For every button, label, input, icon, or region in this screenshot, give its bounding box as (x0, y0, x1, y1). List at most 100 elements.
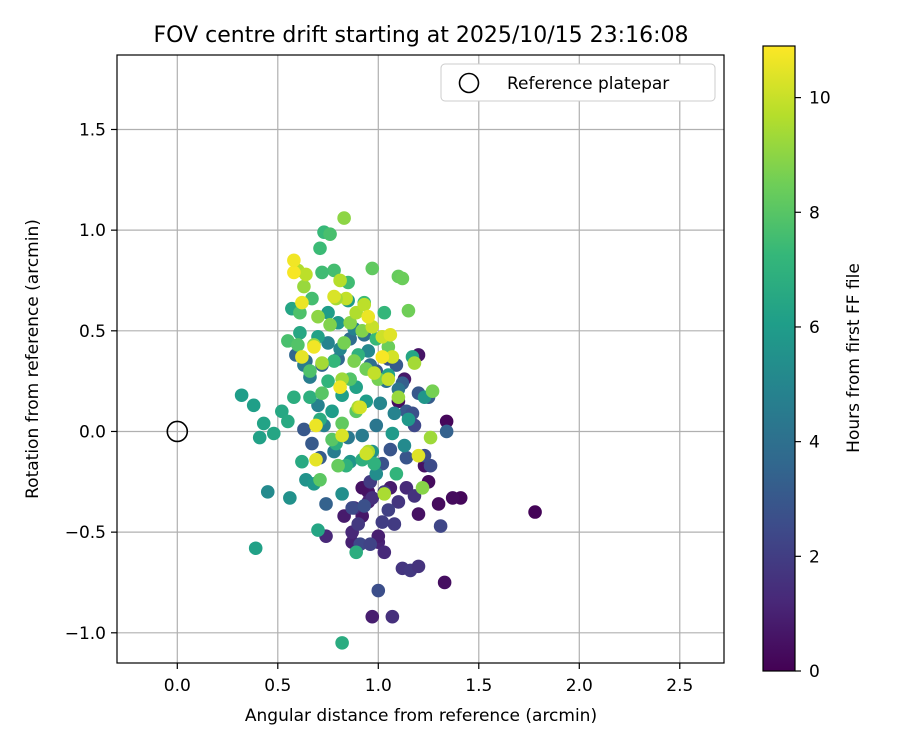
scatter-point (287, 253, 301, 268)
scatter-point (381, 503, 396, 517)
scatter-point (293, 326, 307, 340)
scatter-point (260, 485, 275, 499)
scatter-point (315, 386, 329, 401)
scatter-point (369, 466, 384, 481)
scatter-point (397, 438, 412, 453)
scatter-point (295, 454, 309, 469)
x-tick-label: 0.0 (164, 676, 191, 696)
scatter-point (248, 541, 263, 556)
colorbar-gradient (763, 46, 795, 671)
scatter-point (339, 291, 353, 306)
scatter-point (291, 338, 305, 352)
scatter-point (377, 487, 392, 501)
colorbar-tick-label: 10 (809, 89, 831, 109)
scatter-point (335, 636, 349, 650)
scatter-point (415, 481, 430, 495)
scatter-point (256, 416, 271, 431)
scatter-point (387, 406, 402, 421)
scatter-point (327, 354, 341, 368)
reference-platepar-marker (166, 420, 189, 443)
scatter-point (385, 350, 400, 364)
scatter-point (401, 412, 416, 427)
scatter-point (295, 295, 309, 310)
y-tick-label: 1.5 (79, 120, 106, 140)
legend-box (440, 63, 716, 102)
scatter-point (321, 336, 335, 350)
scatter-point (385, 426, 400, 441)
scatter-point (325, 404, 339, 419)
y-axis-label: Rotation from reference (arcmin) (23, 219, 43, 499)
scatter-point (303, 390, 317, 405)
scatter-point (303, 364, 317, 378)
scatter-point (367, 456, 382, 471)
scatter-point (351, 517, 365, 531)
scatter-point (305, 436, 319, 451)
scatter-point (367, 366, 382, 380)
scatter-point (357, 499, 372, 513)
scatter-point (323, 317, 337, 332)
scatter-point (293, 305, 307, 320)
scatter-point (287, 265, 301, 280)
scatter-point (309, 452, 323, 467)
scatter-point (357, 297, 372, 312)
scatter-point (333, 380, 347, 394)
scatter-point (423, 430, 438, 445)
scatter-point (311, 523, 325, 537)
scatter-point (439, 414, 454, 429)
scatter-point (383, 442, 398, 457)
scatter-point (423, 458, 438, 473)
colorbar-label: Hours from first FF file (844, 263, 864, 453)
y-axis-ticks: −1.0 −0.5 0.0 0.5 1.0 1.5 (65, 120, 117, 644)
scatter-point (349, 545, 363, 560)
scatter-point (335, 428, 349, 443)
scatter-point (297, 279, 311, 294)
chart-title: FOV centre drift starting at 2025/10/15 … (154, 23, 689, 48)
legend-reference-marker (458, 72, 480, 94)
reference-marker (166, 420, 189, 443)
data-points (234, 211, 542, 650)
scatter-point (315, 356, 329, 370)
plot-frame (116, 54, 725, 664)
scatter-point (395, 271, 410, 286)
scatter-point (385, 609, 400, 624)
scatter-point (246, 398, 261, 413)
scatter-point (387, 517, 402, 531)
scatter-point (319, 497, 333, 511)
scatter-point (363, 537, 378, 552)
scatter-point (345, 501, 359, 515)
scatter-point (309, 418, 323, 433)
scatter-point (252, 430, 267, 445)
y-tick-label: −1.0 (65, 624, 106, 644)
scatter-point (377, 305, 392, 320)
scatter-point (343, 315, 357, 330)
scatter-point (347, 354, 361, 368)
scatter-point (353, 400, 368, 415)
colorbar-tick-label: 6 (809, 318, 820, 338)
scatter-point (335, 487, 349, 501)
scatter-point (371, 583, 386, 598)
colorbar-frame (762, 45, 796, 672)
scatter-point (365, 609, 380, 624)
x-tick-label: 2.5 (666, 676, 693, 696)
scatter-point (281, 414, 295, 429)
scatter-point (323, 227, 337, 241)
scatter-point (321, 374, 335, 388)
scatter-point (445, 491, 460, 505)
colorbar-tick-label: 2 (809, 547, 820, 567)
scatter-point (411, 448, 426, 463)
scatter-point (327, 263, 341, 278)
scatter-point (375, 515, 390, 529)
scatter-point (411, 559, 426, 574)
scatter-point (375, 350, 390, 364)
scatter-point (369, 418, 384, 433)
scatter-point (333, 273, 347, 288)
legend-entry-reference-platepar: Reference platepar (507, 74, 669, 94)
scatter-point (391, 495, 406, 509)
scatter-point (311, 309, 325, 324)
x-axis-label: Angular distance from reference (arcmin) (245, 706, 597, 726)
scatter-point (401, 303, 416, 318)
colorbar-ticks: 0 2 4 6 8 10 (795, 89, 831, 682)
scatter-point (283, 491, 297, 505)
scatter-point (391, 390, 406, 405)
